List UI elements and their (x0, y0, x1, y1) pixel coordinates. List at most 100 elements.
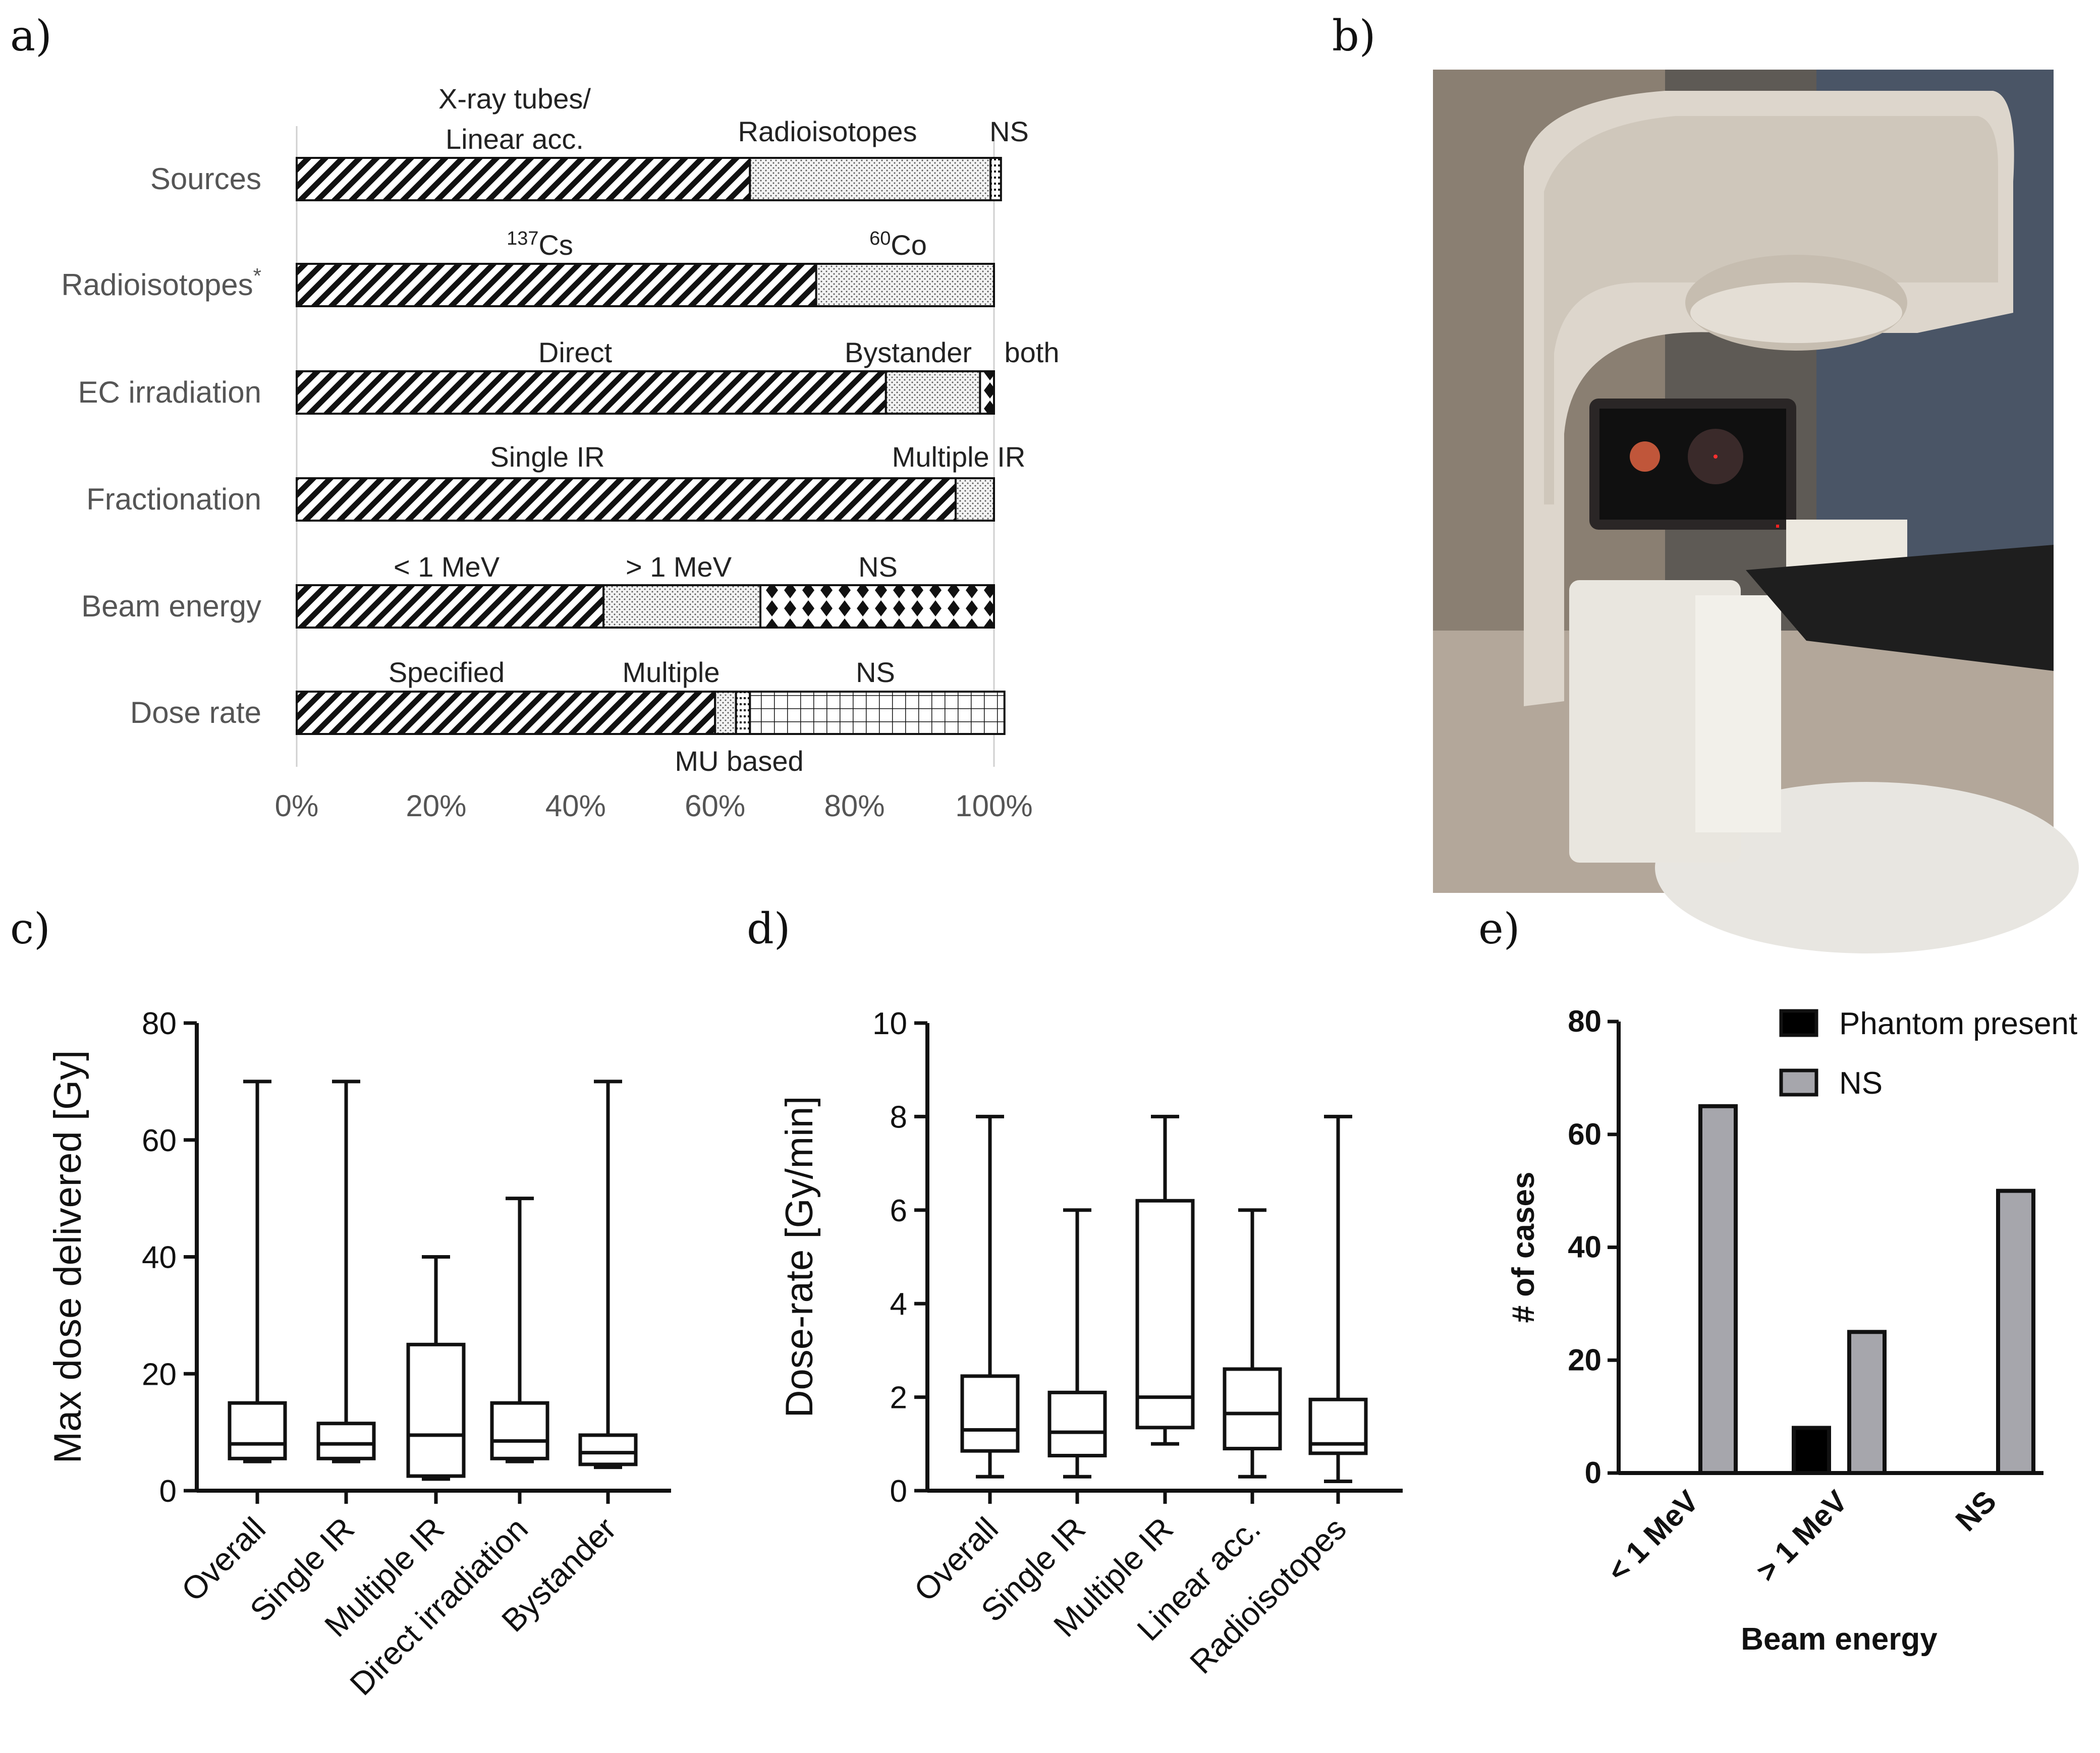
bar-segment (749, 691, 1006, 735)
segment-label-text: NS (856, 656, 895, 688)
y-tick-label: 6 (890, 1194, 907, 1228)
panel-label-c: c) (10, 904, 50, 953)
pct-tick-label: 100% (955, 789, 1032, 823)
row-label-text: Dose rate (130, 696, 261, 729)
bar-segment (979, 370, 995, 415)
linear-accelerator-photo (1433, 70, 2079, 953)
segment-label: NS (858, 551, 898, 583)
row-label: Fractionation (86, 482, 261, 516)
segment-label: Specified (389, 656, 505, 688)
row-label: Radioisotopes* (61, 264, 261, 302)
segment-label: Multiple (623, 656, 720, 688)
segment-label-text: Multiple (623, 656, 720, 688)
bar-segment (296, 584, 605, 629)
box-iqr (1135, 1199, 1195, 1430)
segment-label-text: Specified (389, 656, 505, 688)
panel-label-b: b) (1332, 11, 1376, 61)
segment-label-text: Bystander (845, 336, 972, 368)
segment-label: Bystander (845, 336, 972, 368)
bar-segment (296, 370, 887, 415)
y-tick-label: 80 (1568, 1004, 1601, 1038)
segment-label: NS (856, 656, 895, 688)
x-category-label: Radioisotopes (1183, 1510, 1353, 1681)
bar-segment (735, 691, 751, 735)
y-tick-label: 0 (1585, 1456, 1601, 1490)
panel-label-e: e) (1478, 904, 1520, 953)
segment-label: 137Cs (507, 228, 573, 261)
pct-tick-label: 80% (824, 789, 885, 823)
segment-label: both (1005, 336, 1060, 368)
pct-tick-label: 0% (275, 789, 319, 823)
bar-segment (989, 157, 1002, 201)
segment-label-text: NS (858, 551, 898, 583)
segment-label: > 1 MeV (626, 551, 732, 583)
x-axis-title: Beam energy (1741, 1622, 1938, 1657)
segment-label-text: X-ray tubes/ (438, 83, 591, 115)
bar-segment (885, 370, 981, 415)
pct-tick-label: 60% (685, 789, 745, 823)
segment-label-text: Cs (538, 229, 573, 261)
segment-label-superscript: 60 (869, 228, 891, 249)
segment-label: NS (989, 116, 1029, 147)
bar-segment (749, 157, 992, 201)
y-tick-label: 80 (142, 1006, 177, 1041)
box-iqr (228, 1401, 287, 1460)
x-category-label: < 1 MeV (1601, 1484, 1705, 1589)
row-label: Sources (150, 162, 261, 196)
segment-label-text: Radioisotopes (738, 116, 917, 147)
row-label: EC irradiation (78, 375, 262, 409)
segment-label: < 1 MeV (394, 551, 500, 583)
y-tick-label: 0 (890, 1474, 907, 1509)
segment-label: 60Co (869, 228, 927, 261)
row-label-text: Radioisotopes (61, 268, 253, 302)
panel-e-bar-chart: 0 20 40 60 80 # of cases Beam energy < 1 MeV > 1… (1506, 1004, 2077, 1657)
box-iqr (578, 1433, 638, 1466)
bar-segment (815, 263, 995, 307)
legend-swatch (1779, 1009, 1818, 1037)
box-iqr (490, 1401, 549, 1460)
segment-label: Direct (538, 336, 613, 368)
segment-label-text: MU based (675, 745, 803, 777)
segment-label: X-ray tubes/ (438, 83, 591, 115)
bar-segment (759, 584, 996, 629)
y-tick-label: 60 (1568, 1117, 1601, 1151)
segment-label-text: > 1 MeV (626, 551, 732, 583)
segment-label-text: Single IR (490, 441, 604, 473)
box-iqr (1047, 1390, 1107, 1457)
bar-segment (602, 584, 762, 629)
row-label-text: Fractionation (86, 482, 261, 516)
bar-segment (296, 263, 817, 307)
bar (1996, 1189, 2035, 1475)
y-axis-title: Dose-rate [Gy/min] (778, 1096, 821, 1418)
y-tick-label: 40 (1568, 1230, 1601, 1264)
y-tick-label: 4 (890, 1287, 907, 1322)
bar (1792, 1426, 1831, 1475)
x-category-label: > 1 MeV (1750, 1484, 1854, 1589)
bar-segment (296, 691, 716, 735)
box-iqr (406, 1342, 466, 1478)
y-tick-label: 20 (142, 1357, 177, 1392)
panel-label-d: d) (747, 904, 791, 953)
segment-label-text: < 1 MeV (394, 551, 500, 583)
box-iqr (1223, 1367, 1282, 1451)
segment-label-text: Co (891, 229, 927, 261)
bar (1698, 1104, 1738, 1475)
y-tick-label: 20 (1568, 1343, 1601, 1377)
segment-label-text: both (1005, 336, 1060, 368)
legend-label: NS (1839, 1066, 1883, 1101)
pct-tick-label: 40% (545, 789, 606, 823)
segment-label: Radioisotopes (738, 116, 917, 147)
y-axis-title: # of cases (1506, 1172, 1541, 1323)
y-tick-label: 60 (142, 1123, 177, 1158)
legend-label: Phantom present (1839, 1006, 2077, 1041)
segment-label-text: Multiple IR (892, 441, 1026, 473)
bar-segment (296, 157, 751, 201)
segment-label-line2: Linear acc. (446, 123, 584, 155)
y-tick-label: 8 (890, 1100, 907, 1135)
row-label: Beam energy (81, 589, 261, 623)
box-iqr (960, 1374, 1020, 1453)
y-tick-label: 2 (890, 1381, 907, 1416)
